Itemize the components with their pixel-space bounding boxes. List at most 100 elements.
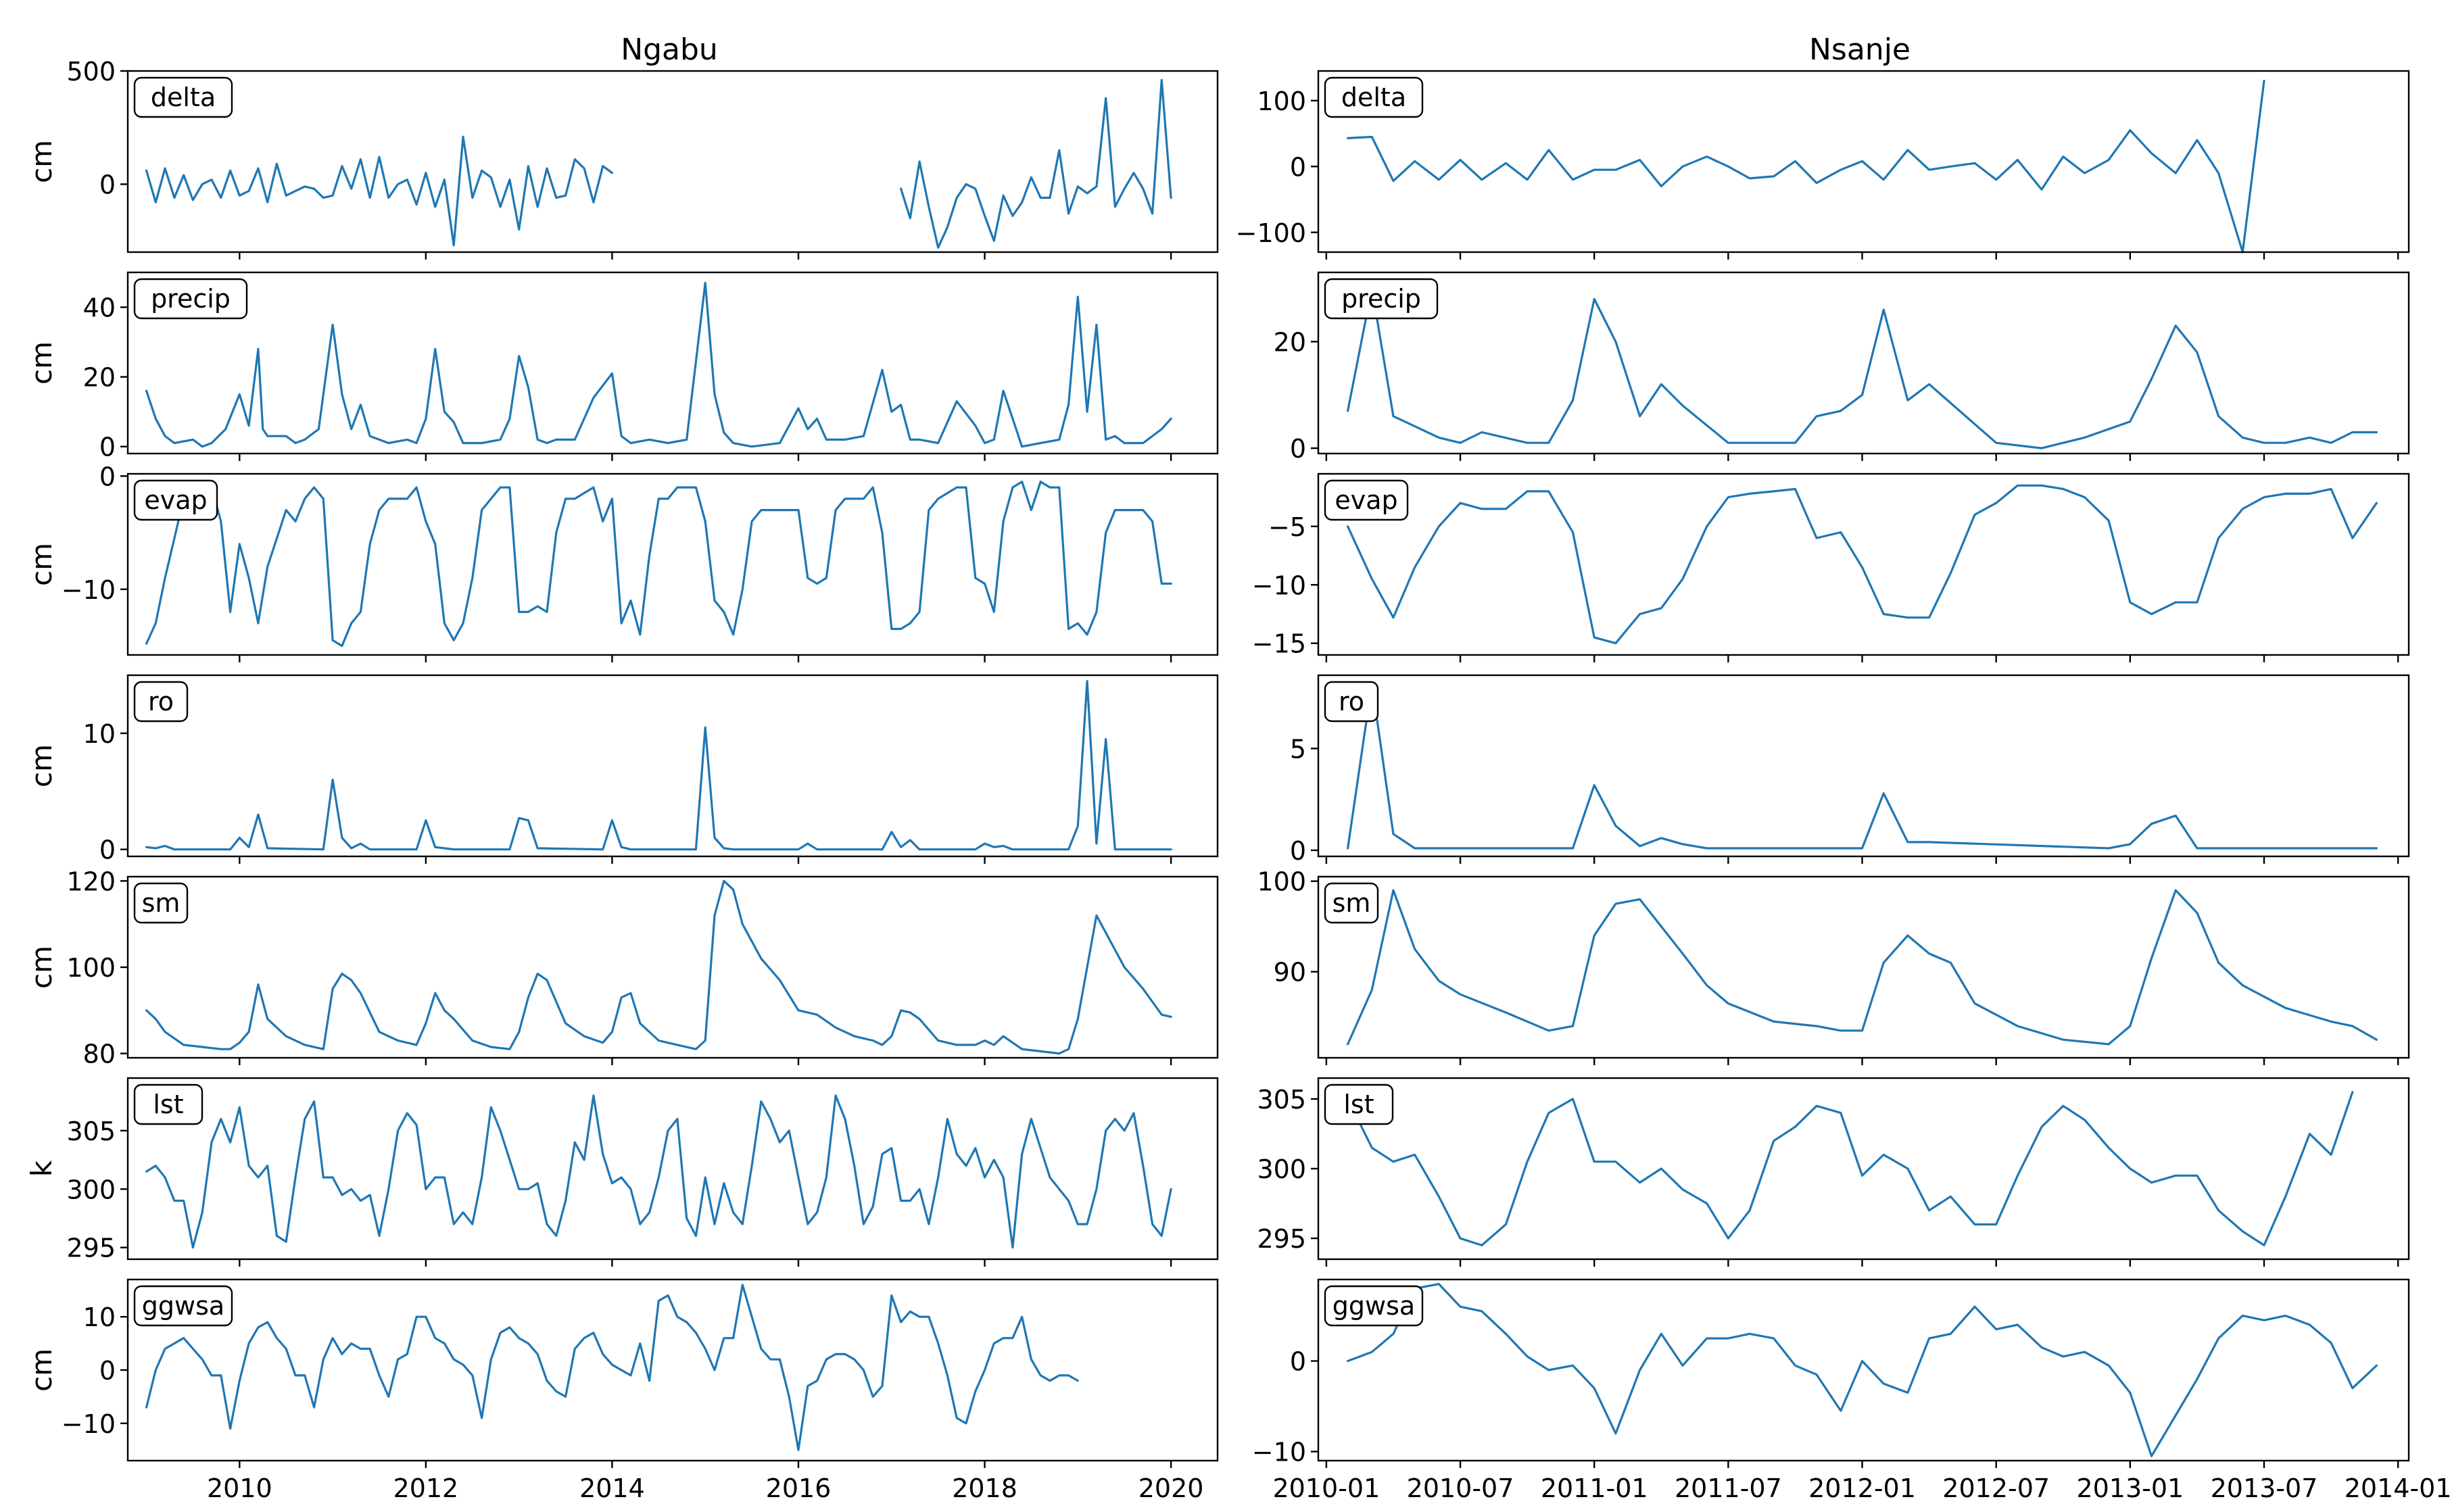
- axes-frame: [1317, 70, 2410, 253]
- y-tick-label: 20: [83, 363, 116, 393]
- series-line-ngabu-evap-0: [145, 481, 1172, 648]
- column-title-nsanje: Nsanje: [1809, 32, 1911, 67]
- y-tick-label: 5: [1290, 734, 1306, 764]
- x-tick-label: 2014-01: [2345, 1473, 2450, 1503]
- y-tick-label: 0: [1290, 836, 1306, 866]
- panel-ngabu-sm: 80 100 120 cm sm: [25, 867, 1219, 1069]
- y-tick-label: 100: [1257, 867, 1306, 897]
- y-tick-label: 80: [83, 1040, 116, 1069]
- series-line-ngabu-delta-0: [145, 135, 614, 247]
- panel-nsanje-ro: 0 5 ro: [1290, 674, 2410, 866]
- series-line-nsanje-ggwsa-0: [1346, 1283, 2378, 1457]
- x-tick-label: 2010-07: [1407, 1473, 1514, 1503]
- y-tick-label: 305: [66, 1117, 116, 1146]
- series-line-nsanje-ro-0: [1346, 682, 2378, 850]
- y-tick-label: 0: [99, 170, 116, 200]
- y-tick-label: −10: [1252, 570, 1306, 600]
- y-tick-label: 20: [1274, 327, 1306, 357]
- y-tick-label: 0: [99, 835, 116, 865]
- x-tick-label: 2012: [393, 1473, 459, 1503]
- axes-frame: [126, 70, 1219, 253]
- series-label-box: [1324, 882, 1379, 924]
- series-label: precip: [151, 284, 231, 314]
- y-tick-label: 295: [1257, 1224, 1306, 1254]
- series-label-box: [1324, 479, 1409, 521]
- x-tick-label: 2016: [766, 1473, 832, 1503]
- y-tick-label: 0: [1290, 434, 1306, 464]
- y-tick-label: −100: [1236, 218, 1306, 248]
- y-tick-label: 300: [66, 1175, 116, 1204]
- column-title-ngabu: Ngabu: [621, 32, 718, 67]
- y-tick-label: 0: [1290, 1347, 1306, 1377]
- x-tick-label: 2013-07: [2211, 1473, 2318, 1503]
- y-tick-label: −10: [1252, 1438, 1306, 1467]
- series-label: ggwsa: [142, 1291, 224, 1321]
- y-tick-label: 305: [1257, 1085, 1306, 1115]
- panel-ngabu-delta: 0 500 cm delta: [25, 57, 1219, 260]
- series-label: evap: [1335, 485, 1397, 515]
- axes-frame: [126, 271, 1219, 455]
- axes-frame: [1317, 1278, 2410, 1462]
- series-label-box: [133, 76, 233, 118]
- y-axis-label: cm: [25, 946, 58, 989]
- panel-ngabu-precip: 0 20 40 cm precip: [25, 271, 1219, 462]
- y-tick-label: 500: [66, 57, 116, 87]
- x-tick-label: 2020: [1138, 1473, 1204, 1503]
- panel-ngabu-lst: 295 300 305 k lst: [25, 1077, 1219, 1267]
- series-label: lst: [1343, 1090, 1374, 1119]
- y-tick-label: 10: [83, 719, 116, 749]
- series-label-box: [133, 681, 189, 723]
- y-tick-label: 100: [66, 953, 116, 983]
- series-label-box: [133, 278, 248, 320]
- axes-frame: [1317, 472, 2410, 656]
- series-line-ngabu-lst-0: [145, 1094, 1172, 1249]
- x-tick-label: 2014: [579, 1473, 645, 1503]
- series-label: evap: [144, 485, 207, 515]
- series-line-nsanje-lst-0: [1346, 1090, 2354, 1247]
- panel-nsanje-lst: 295 300 305 lst: [1257, 1077, 2410, 1267]
- x-tick-label: 2013-01: [2076, 1473, 2184, 1503]
- series-label: ro: [148, 687, 174, 716]
- panel-nsanje-precip: 0 20 precip: [1274, 271, 2410, 464]
- panel-nsanje-ggwsa: −10 0 2010-01 2010-07 2011-01 2011-07 2012-01 2…: [1252, 1278, 2450, 1503]
- series-label: precip: [1341, 284, 1421, 314]
- series-line-nsanje-precip-0: [1346, 287, 2378, 449]
- y-axis-label: cm: [25, 140, 58, 183]
- series-label: ggwsa: [1332, 1291, 1415, 1321]
- panel-ngabu-ro: 0 10 cm ro: [25, 674, 1219, 865]
- series-label-box: [1324, 1285, 1424, 1327]
- axes-frame: [1317, 875, 2410, 1059]
- x-tick-label: 2011-07: [1675, 1473, 1782, 1503]
- panel-ngabu-ggwsa: −10 0 10 2010 2012 2014 2016 2018 2020 cm ggwsa: [25, 1278, 1219, 1503]
- series-label-box: [1324, 76, 1424, 118]
- x-tick-label: 2012-07: [1942, 1473, 2050, 1503]
- y-axis-label: cm: [25, 341, 58, 385]
- y-axis-label: k: [25, 1160, 58, 1177]
- axes-frame: [126, 674, 1219, 858]
- y-tick-label: −5: [1268, 512, 1306, 542]
- y-axis-label: cm: [25, 744, 58, 787]
- x-tick-label: 2012-01: [1808, 1473, 1916, 1503]
- panel-nsanje-delta: −100 0 100 delta: [1236, 70, 2410, 260]
- series-label: lst: [153, 1090, 183, 1119]
- series-label-box: [1324, 1083, 1394, 1125]
- x-tick-label: 2010: [207, 1473, 272, 1503]
- y-tick-label: 120: [66, 867, 116, 896]
- series-label-box: [1324, 278, 1439, 320]
- y-tick-label: 10: [83, 1302, 116, 1332]
- series-label: sm: [1332, 888, 1371, 918]
- series-label: delta: [1341, 82, 1406, 112]
- y-axis-label: cm: [25, 1348, 58, 1392]
- series-label-box: [133, 479, 218, 521]
- y-tick-label: −10: [62, 575, 116, 605]
- axes-frame: [1317, 674, 2410, 858]
- axes-frame: [126, 472, 1219, 656]
- y-tick-label: 90: [1274, 958, 1306, 987]
- x-tick-label: 2011-01: [1541, 1473, 1648, 1503]
- panel-ngabu-evap: −10 0 cm evap: [25, 462, 1219, 662]
- series-label-box: [133, 1285, 233, 1327]
- series-label-box: [1324, 681, 1379, 723]
- series-label: delta: [151, 82, 216, 112]
- series-line-nsanje-evap-0: [1346, 484, 2378, 645]
